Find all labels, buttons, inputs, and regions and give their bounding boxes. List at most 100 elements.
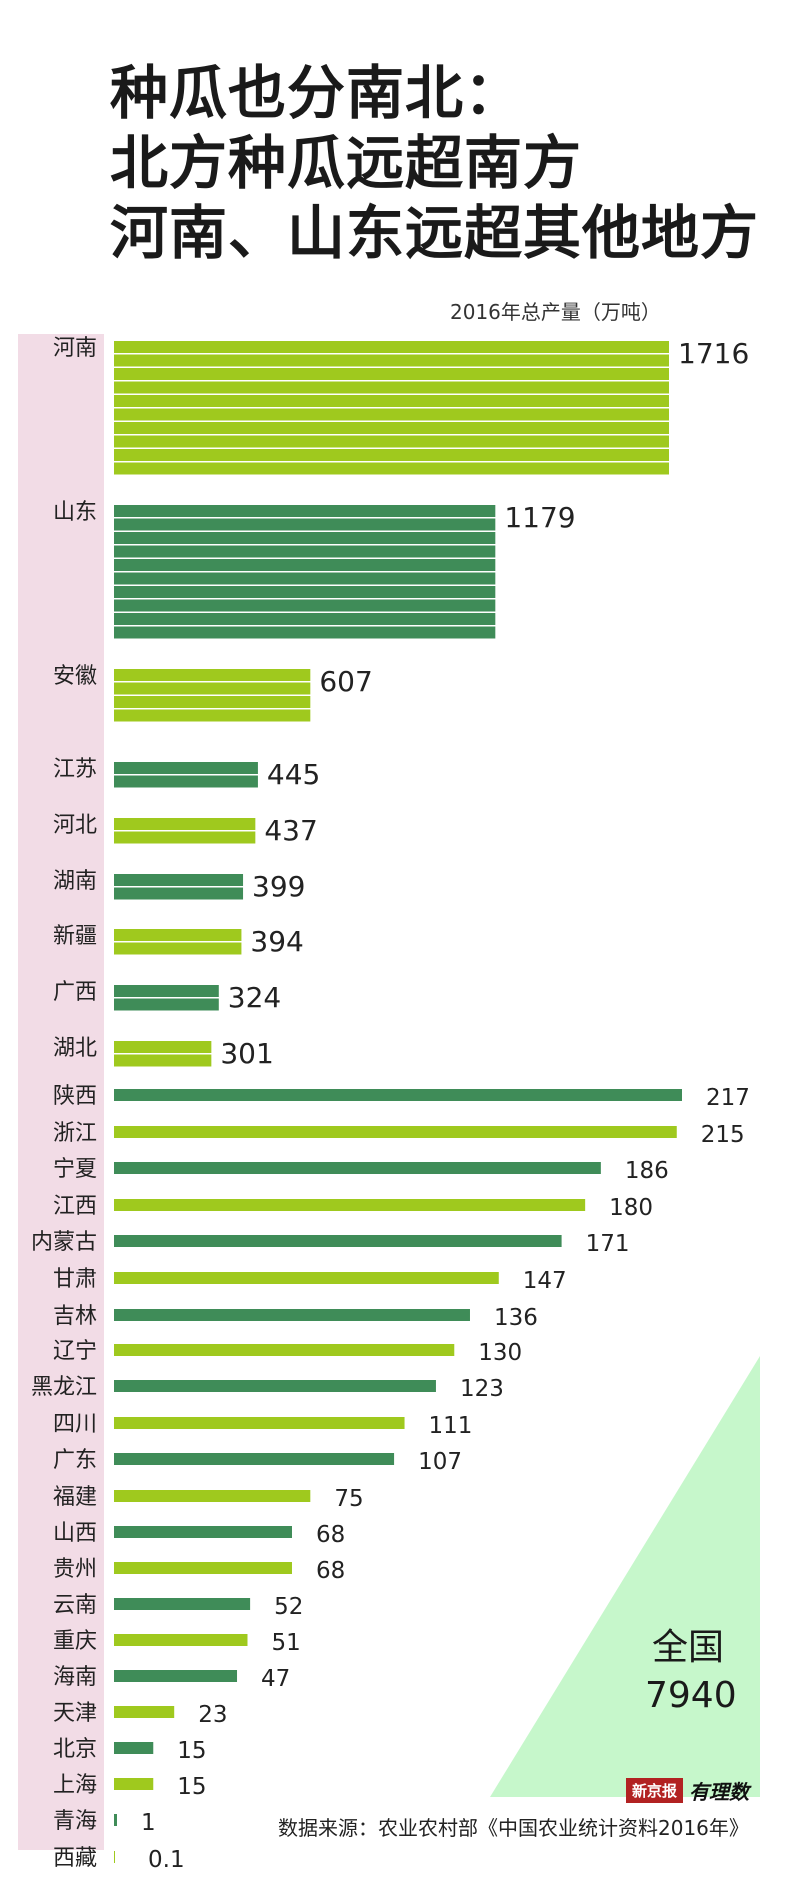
bar-group-17 [114,1344,455,1356]
value-label: 111 [429,1413,473,1439]
bar [114,1634,248,1646]
bar-group-24 [114,1598,251,1610]
bar [114,1742,154,1754]
value-label: 394 [250,925,303,958]
category-label: 甘肃 [53,1267,97,1292]
bar-group-15 [114,1272,499,1284]
value-label: 324 [228,981,281,1014]
value-label: 215 [701,1122,745,1148]
bar [114,422,669,434]
category-label: 广西 [53,980,97,1005]
bar [114,1199,586,1211]
category-label: 陕西 [53,1084,97,1109]
value-label: 399 [252,870,305,903]
value-label: 147 [523,1268,567,1294]
bar-group-18 [114,1380,436,1392]
bar-group-25 [114,1634,248,1646]
bar [114,545,496,558]
category-label: 重庆 [53,1629,97,1654]
bar [114,985,219,997]
bar-group-16 [114,1309,470,1321]
category-label: 安徽 [53,664,97,689]
category-label: 云南 [53,1593,97,1618]
bar [114,505,496,517]
category-label: 吉林 [53,1304,97,1329]
bar-group-9 [114,1041,212,1067]
category-stripe [18,334,104,1850]
bar [114,1272,499,1284]
category-label: 青海 [53,1809,97,1834]
brand-logo: 新京报 有理数 [626,1776,749,1804]
value-label: 68 [316,1522,345,1548]
category-label: 江苏 [53,757,97,782]
category-label: 新疆 [53,924,97,949]
bar [114,368,669,380]
bar [114,1041,212,1053]
category-label: 宁夏 [53,1157,97,1182]
value-label: 107 [418,1449,462,1475]
bar [114,354,669,367]
bar [114,613,496,625]
bar [114,1235,562,1247]
bar [114,395,669,407]
value-label: 47 [261,1666,290,1692]
bar [114,1380,436,1392]
value-label: 301 [220,1037,273,1070]
value-label: 130 [478,1340,522,1366]
category-label: 四川 [53,1412,97,1437]
bar [114,626,496,639]
category-label: 山东 [53,500,97,525]
bar [114,1851,115,1863]
bar [114,818,256,830]
category-label: 江西 [53,1194,97,1219]
category-label: 湖北 [53,1036,97,1061]
bar [114,1598,251,1610]
bar [114,874,244,886]
bar [114,1417,405,1429]
bar [114,462,669,475]
brand-sub: 有理数 [689,1779,750,1804]
bar [114,1309,470,1321]
bar [114,1162,601,1174]
category-label: 海南 [53,1665,97,1690]
bar [114,831,256,844]
value-label: 171 [586,1231,630,1257]
bar-group-31 [114,1851,115,1863]
bar [114,1490,311,1502]
title-line-2: 北方种瓜远超南方 [110,129,583,197]
bar-group-28 [114,1742,154,1754]
value-label: 68 [316,1558,345,1584]
value-label: 23 [198,1702,227,1728]
bar [114,435,669,448]
bar [114,1778,154,1790]
brand-paper: 新京报 [626,1777,684,1803]
value-label: 52 [274,1594,303,1620]
value-label: 0.1 [148,1847,185,1873]
unit-label: 2016年总产量（万吨） [450,300,661,324]
category-label: 辽宁 [53,1339,97,1364]
bar [114,1054,212,1067]
bar [114,669,311,681]
bar-group-8 [114,985,219,1011]
bar-group-27 [114,1706,175,1718]
bar-group-3 [114,669,311,722]
bar [114,408,669,421]
category-label: 浙江 [53,1121,97,1146]
value-label: 445 [267,758,320,791]
category-label: 广东 [53,1448,97,1473]
bar [114,887,244,900]
value-label: 123 [460,1376,504,1402]
bar [114,998,219,1011]
bar-group-23 [114,1562,292,1574]
bar [114,762,258,774]
total-value: 7940 [645,1675,737,1716]
bar [114,775,258,788]
bar [114,559,496,571]
value-label: 437 [264,814,317,847]
bar-group-21 [114,1490,311,1502]
bar [114,341,669,353]
bar [114,1706,175,1718]
value-label: 75 [334,1486,363,1512]
bar-group-19 [114,1417,405,1429]
